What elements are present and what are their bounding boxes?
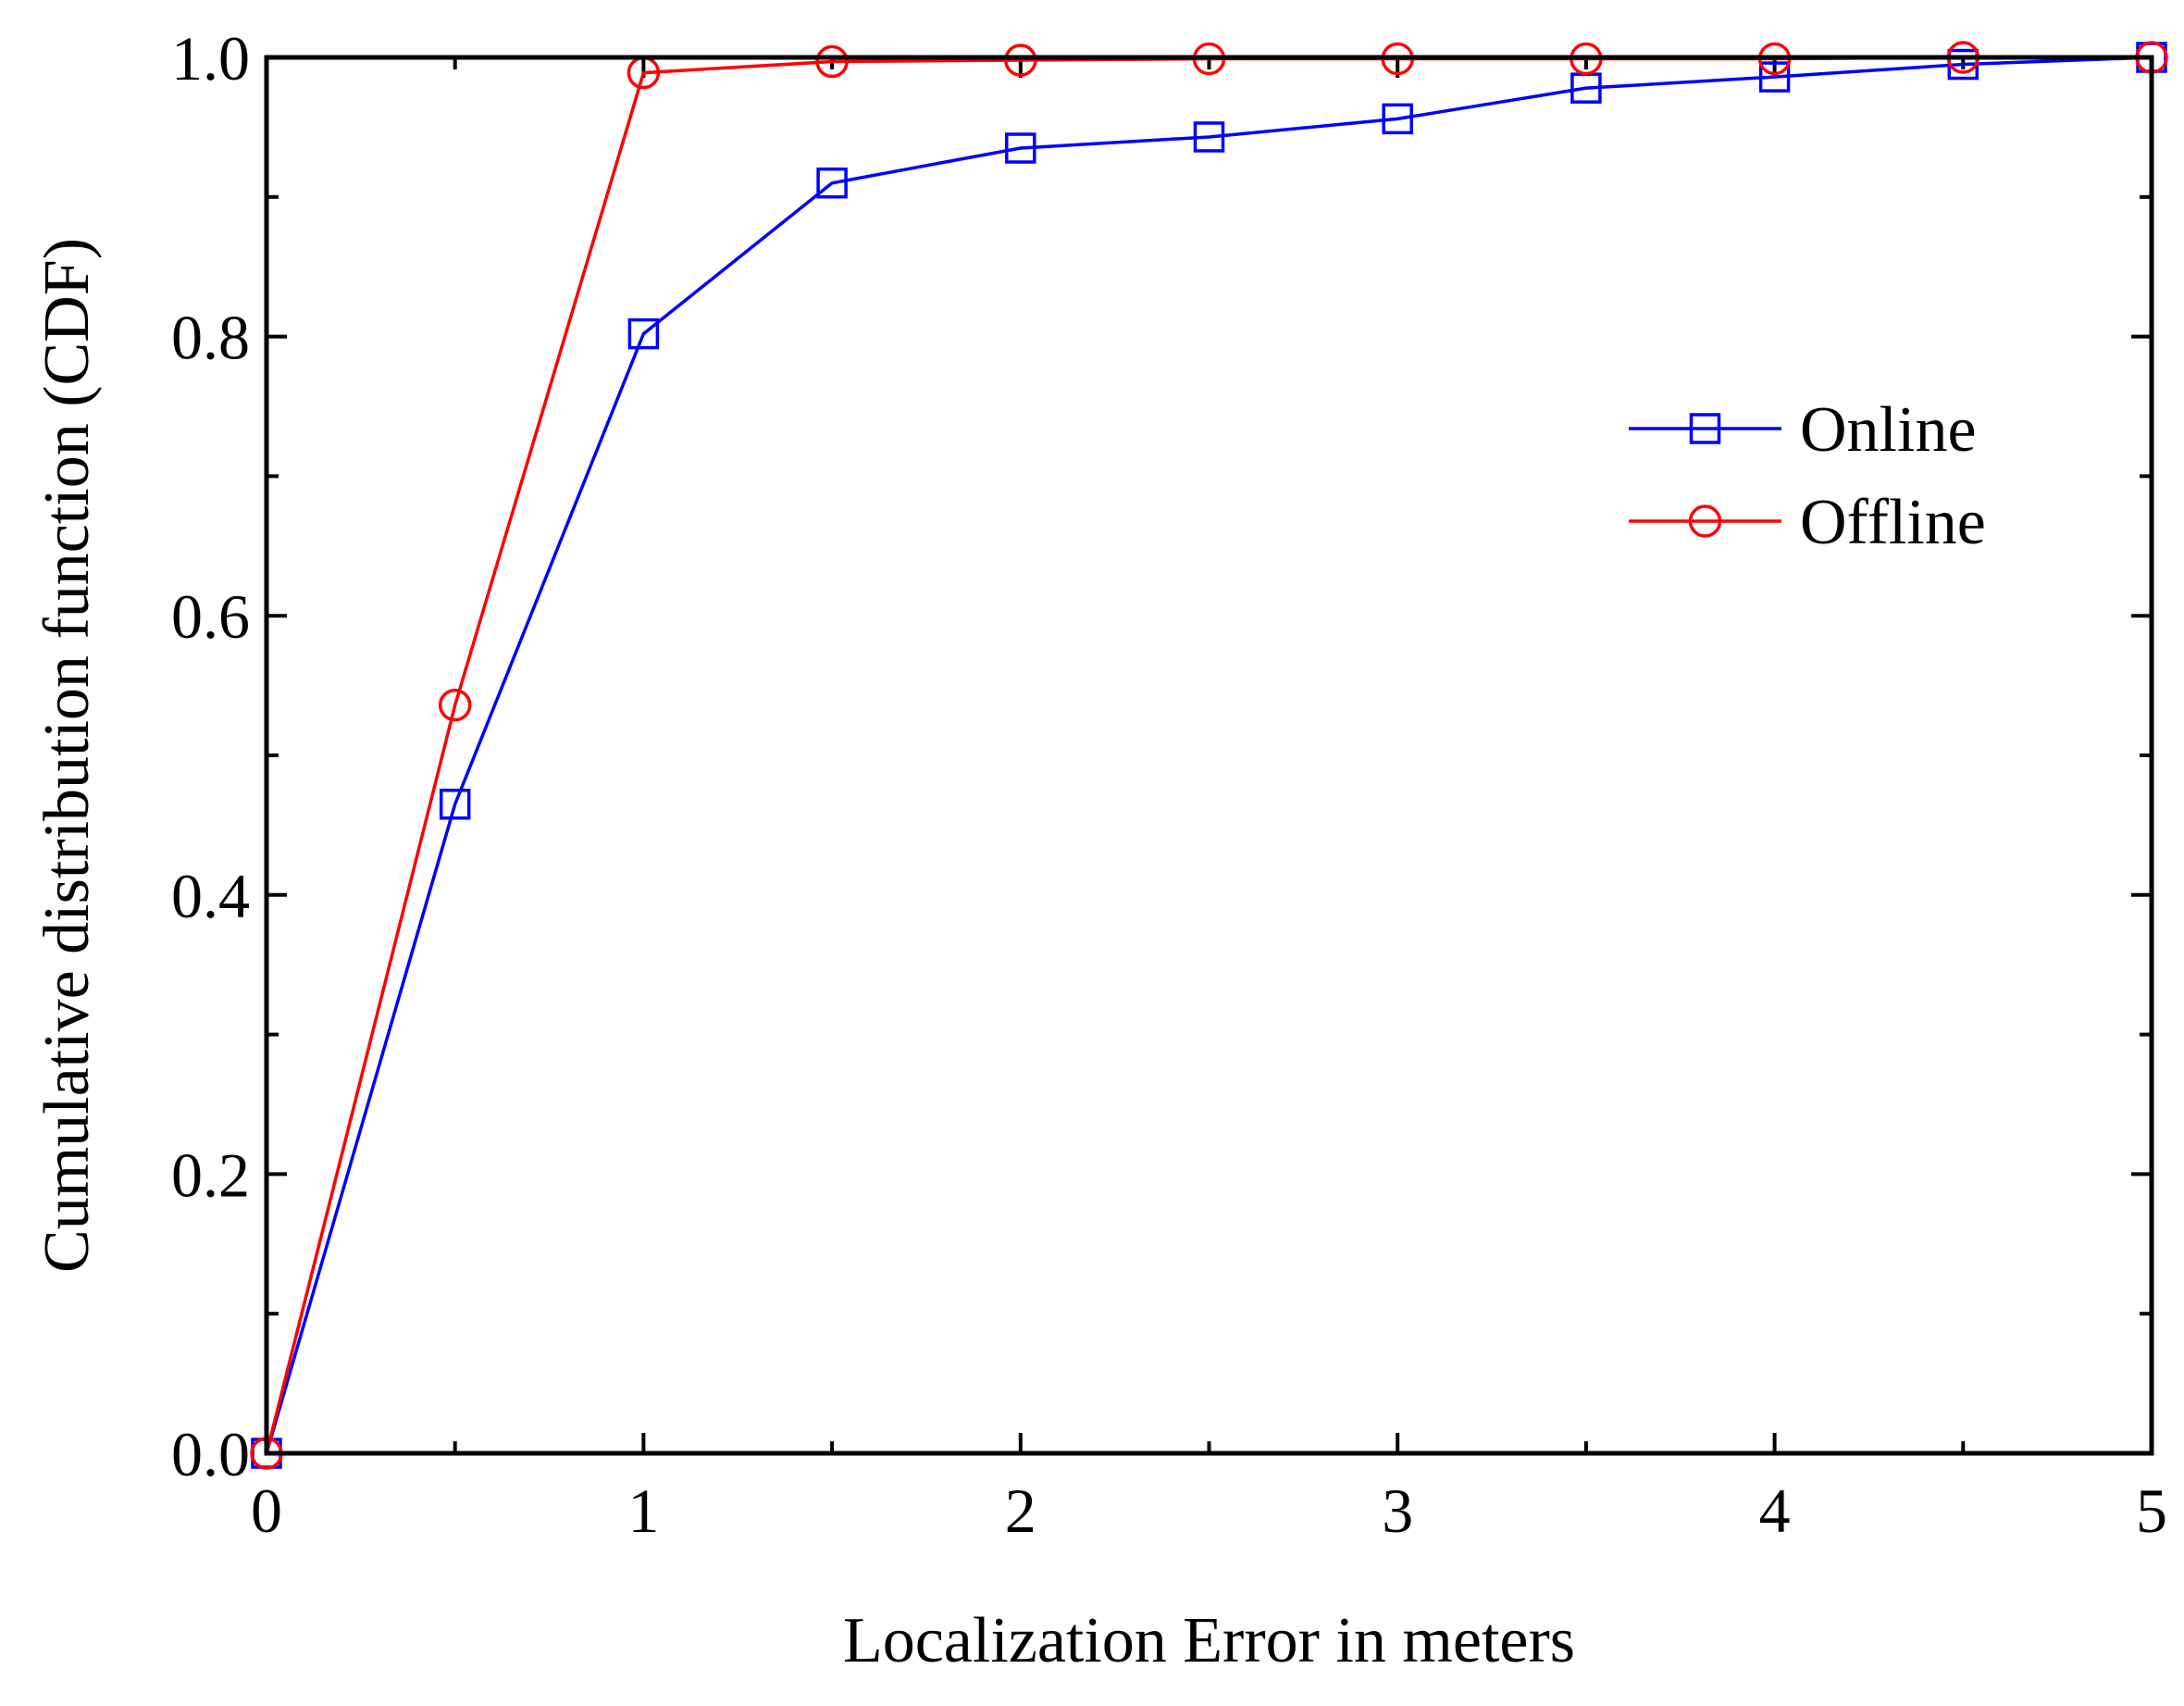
data-point-online <box>1382 103 1413 135</box>
y-tick-label: 1.0 <box>171 23 250 93</box>
data-point-online <box>1758 61 1791 93</box>
data-point-offline <box>815 44 849 79</box>
data-point-online <box>627 318 660 350</box>
series-layer <box>250 41 2168 1470</box>
plot-frame <box>264 55 2154 1456</box>
data-point-online <box>439 789 471 820</box>
y-tick-label: 0.6 <box>171 581 250 652</box>
y-axis-title: Cumulative distribution function (CDF) <box>31 238 103 1273</box>
legend-item-offline: Offline <box>1629 487 1986 558</box>
legend-item-online: Online <box>1629 394 1977 466</box>
series-line-online <box>265 56 2153 1454</box>
axes: 0 1 2 3 4 5 0.0 0.2 0.4 0.6 0.8 1.0 <box>171 23 2167 1546</box>
y-tick-label: 0.0 <box>171 1419 250 1489</box>
data-point-online <box>1005 132 1036 164</box>
series-line-offline <box>265 56 2152 1454</box>
x-tick-label: 5 <box>2136 1476 2167 1546</box>
data-point-online <box>1193 121 1225 153</box>
legend-label-offline: Offline <box>1800 487 1986 558</box>
legend-marker-offline <box>1688 504 1722 538</box>
y-tick-label: 0.2 <box>171 1139 250 1210</box>
y-tick-label: 0.8 <box>171 303 250 373</box>
x-tick-label: 4 <box>1759 1476 1791 1546</box>
legend-label-online: Online <box>1800 394 1977 466</box>
x-tick-label: 1 <box>627 1476 659 1546</box>
series-offline <box>250 41 2168 1470</box>
legend-marker-online <box>1689 413 1721 444</box>
x-tick-label: 0 <box>251 1476 282 1546</box>
series-online <box>251 42 2167 1469</box>
x-tick-label: 3 <box>1382 1476 1413 1546</box>
data-point-offline <box>1004 44 1037 77</box>
x-axis-title: Localization Error in meters <box>843 1605 1575 1676</box>
x-tick-label: 2 <box>1005 1476 1036 1546</box>
data-point-online <box>816 167 848 199</box>
data-point-offline <box>438 688 472 722</box>
y-tick-label: 0.4 <box>171 861 250 931</box>
legend: Online Offline <box>1629 394 1986 558</box>
